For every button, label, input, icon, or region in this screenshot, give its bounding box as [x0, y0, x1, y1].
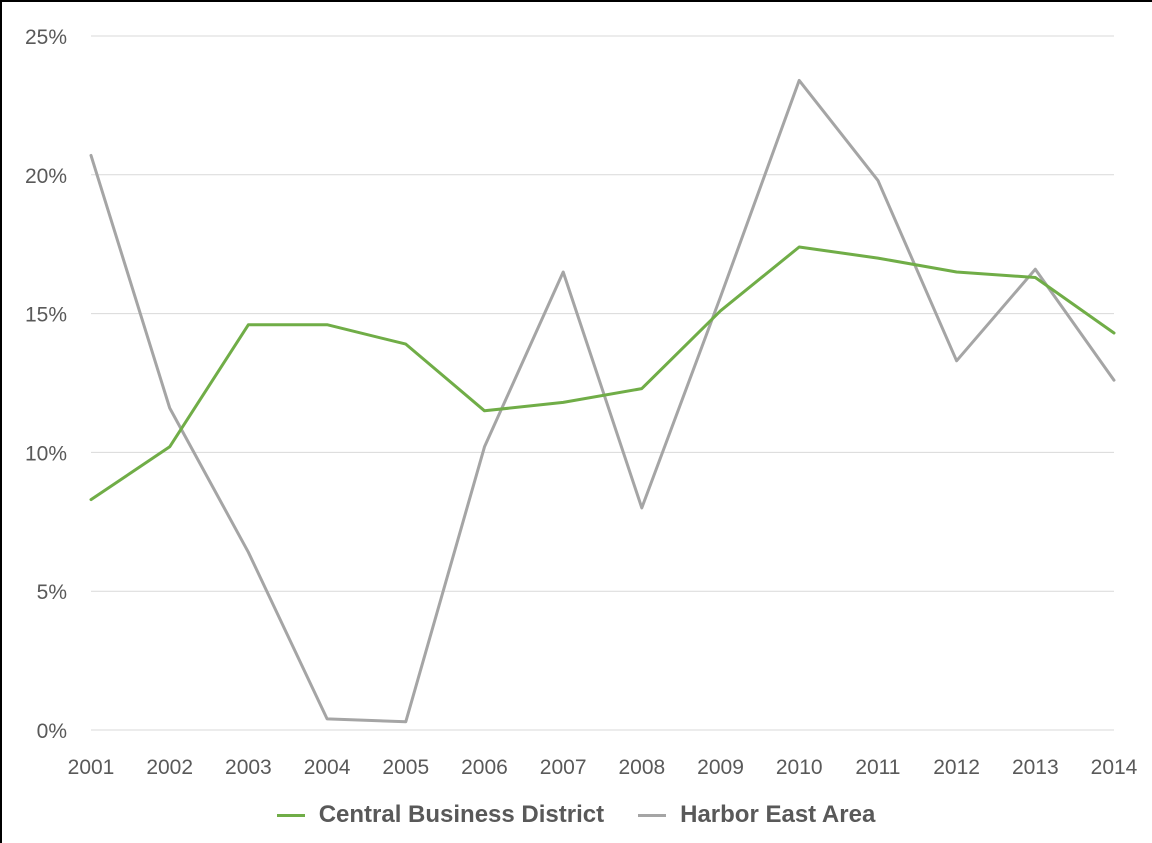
y-tick-label: 5% [37, 581, 67, 604]
x-tick-label: 2007 [540, 756, 587, 779]
x-tick-label: 2002 [146, 756, 193, 779]
series-line-central-business-district [89, 245, 1116, 502]
x-tick-label: 2001 [68, 756, 115, 779]
legend-item-harbor-east-area: Harbor East Area [638, 801, 875, 829]
y-tick-label: 20% [25, 165, 67, 188]
x-tick-label: 2012 [933, 756, 980, 779]
y-tick-label: 0% [37, 720, 67, 743]
legend-item-central-business-district: Central Business District [276, 801, 605, 829]
series-line-harbor-east-area [89, 78, 1116, 724]
legend-swatch-central-business-district [276, 813, 305, 817]
x-tick-label: 2005 [382, 756, 429, 779]
x-tick-label: 2006 [461, 756, 508, 779]
x-tick-label: 2013 [1012, 756, 1059, 779]
y-tick-label: 15% [25, 304, 67, 327]
x-tick-label: 2008 [618, 756, 665, 779]
legend: Central Business District Harbor East Ar… [0, 790, 1152, 840]
x-tick-label: 2009 [697, 756, 744, 779]
series-lines [89, 78, 1116, 724]
y-tick-label: 25% [25, 26, 67, 49]
legend-swatch-harbor-east-area [638, 813, 667, 817]
legend-label-central-business-district: Central Business District [318, 801, 605, 828]
gridlines [91, 35, 1114, 731]
x-tick-label: 2011 [855, 756, 900, 779]
x-axis-tick-labels: 2001 2002 2003 2004 2005 2006 2007 2008 2009 2010… [68, 756, 1138, 779]
x-tick-label: 2010 [776, 756, 823, 779]
x-tick-label: 2004 [304, 756, 351, 779]
y-tick-label: 10% [25, 442, 67, 465]
y-axis-tick-labels: 0% 5% 10% 15% 20% 25% [25, 26, 67, 743]
x-tick-label: 2014 [1091, 756, 1138, 779]
legend-label-harbor-east-area: Harbor East Area [680, 801, 876, 828]
x-tick-label: 2003 [225, 756, 272, 779]
